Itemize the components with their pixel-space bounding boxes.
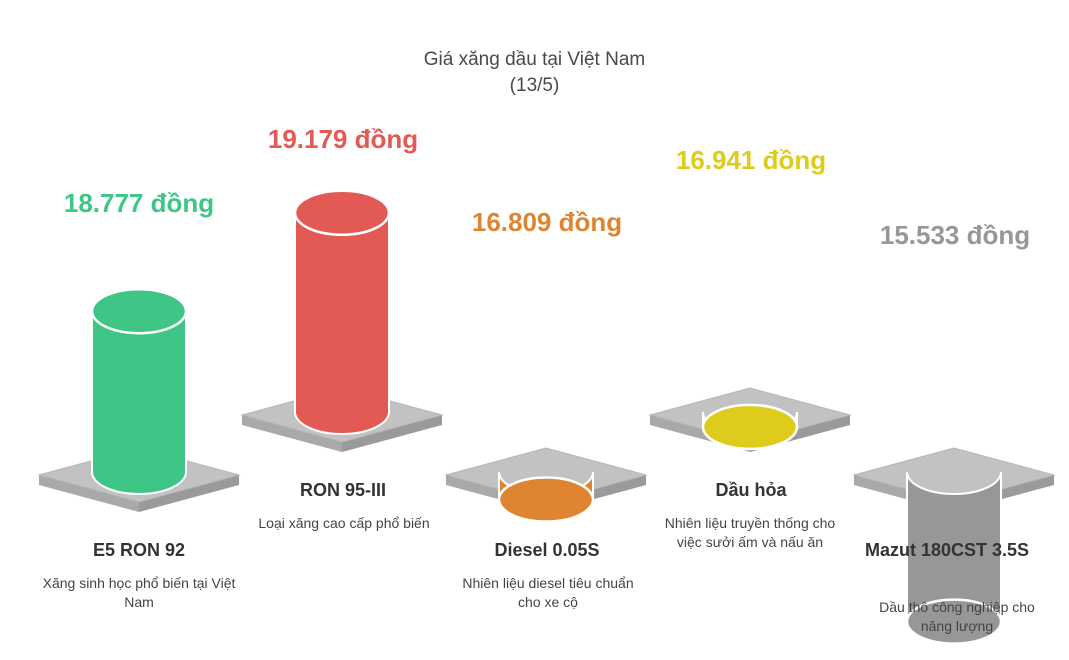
cylinder-body xyxy=(294,211,390,435)
description-diesel: Nhiên liệu diesel tiêu chuẩn cho xe cộ xyxy=(462,575,634,610)
cylinder-body xyxy=(906,471,1002,623)
category-name-ron-95-iii: RON 95-III xyxy=(299,480,387,500)
category-name-mazut: Mazut 180CST 3.5S xyxy=(864,540,1030,560)
cylinder-top xyxy=(90,287,188,335)
cylinder-bar-0 xyxy=(37,287,241,512)
cylinder-bar-2 xyxy=(444,447,648,523)
price-label-mazut: 15.533 đồng xyxy=(879,220,1031,250)
price-label-diesel: 16.809 đồng xyxy=(471,207,623,237)
category-name-e5-ron-92: E5 RON 92 xyxy=(92,540,186,560)
description-ron-95-iii: Loại xăng cao cấp phổ biến xyxy=(258,515,430,531)
cylinder-top xyxy=(497,476,595,523)
chart-subtitle: (13/5) xyxy=(509,75,560,96)
base-plate-right-side xyxy=(342,415,442,452)
cylinder-top xyxy=(701,403,799,451)
price-label-dau-hoa: 16.941 đồng xyxy=(675,145,827,175)
price-label-e5-ron-92: 18.777 đồng xyxy=(63,188,215,218)
category-name-dau-hoa: Dầu hỏa xyxy=(715,480,787,500)
base-plate-left-side xyxy=(242,415,342,452)
category-name-diesel: Diesel 0.05S xyxy=(494,540,600,560)
base-plate-left-side xyxy=(39,475,139,512)
cylinder-top xyxy=(293,189,391,237)
cylinder-body xyxy=(91,310,187,495)
description-e5-ron-92: Xăng sinh học phổ biến tại Việt Nam xyxy=(42,575,236,610)
cylinder-bar-3 xyxy=(648,387,852,452)
price-label-ron-95-iii: 19.179 đồng xyxy=(267,124,419,154)
chart-title: Giá xăng dầu tại Việt Nam xyxy=(423,49,646,70)
cylinder-bar-1 xyxy=(240,189,444,452)
cylinder-top xyxy=(905,598,1003,645)
description-mazut: Dầu thô công nghiệp cho năng lượng xyxy=(879,599,1035,634)
base-plate-right-side xyxy=(139,475,239,512)
cylinder-bar-4 xyxy=(852,447,1056,645)
description-dau-hoa: Nhiên liệu truyền thống cho việc sưởi ấm… xyxy=(664,515,836,550)
